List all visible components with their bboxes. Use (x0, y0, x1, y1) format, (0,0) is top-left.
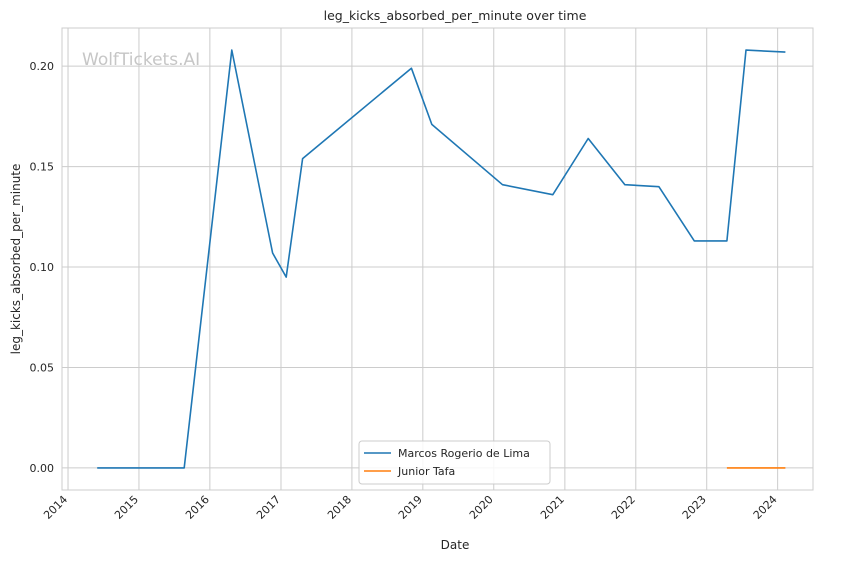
x-tick-labels: 2014 2015 2016 2017 2018 2019 2020 2021 2022 2023… (41, 493, 780, 522)
plot-frame (61, 27, 814, 491)
grid (62, 28, 813, 490)
legend-label-marcos: Marcos Rogerio de Lima (398, 447, 530, 460)
y-tick-labels: 0.00 0.05 0.10 0.15 0.20 (30, 60, 55, 475)
chart-title: leg_kicks_absorbed_per_minute over time (324, 8, 587, 23)
y-tick-label: 0.05 (30, 361, 55, 374)
y-tick-label: 0.15 (30, 161, 55, 174)
watermark: WolfTickets.AI (82, 50, 200, 70)
legend-label-junior: Junior Tafa (397, 465, 455, 478)
legend: Marcos Rogerio de Lima Junior Tafa (358, 440, 551, 485)
series-layer (97, 49, 786, 469)
legend-box (358, 440, 551, 485)
y-tick-label: 0.00 (30, 462, 55, 475)
y-tick-label: 0.20 (30, 60, 55, 73)
y-axis-label: leg_kicks_absorbed_per_minute (9, 164, 23, 355)
series-line-0 (97, 49, 786, 469)
x-axis-label: Date (441, 538, 470, 552)
y-tick-label: 0.10 (30, 261, 55, 274)
